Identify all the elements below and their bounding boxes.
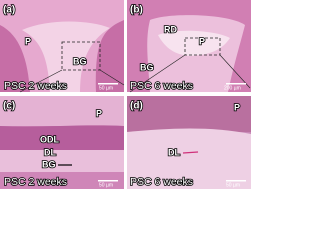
scale-bar-label: 50 µm [99,85,113,91]
region-label: BG [140,62,154,72]
region-label: DL [44,147,56,157]
panel-letter: (a) [3,5,15,16]
caption: PSC 2 weeks [4,176,67,188]
scale-bar-label: 200 µm [224,85,241,91]
figure: (a) P BG PSC 2 weeks 50 µm (b) RD P BG P… [0,0,251,189]
caption: PSC 6 weeks [130,176,193,188]
panel-letter: (d) [130,101,143,112]
panel-a [0,0,125,93]
region-label: P [199,36,205,46]
scale-bar-label: 50 µm [99,182,113,188]
region-label: DL [168,147,180,157]
region-label: BG [42,159,56,169]
scale-bar-label: 50 µm [226,182,240,188]
region-label: BG [73,56,87,66]
page: {"panels":[ {"letter":"(a)","caption":"P… [0,0,251,189]
caption: PSC 6 weeks [130,80,193,92]
panel-c [0,96,124,189]
region-label: RD [164,24,177,34]
region-label: P [234,102,240,112]
caption: PSC 2 weeks [4,80,67,92]
panel-b [127,0,251,93]
panel-d [127,96,251,189]
region-label: P [96,108,102,118]
region-label: ODL [40,134,60,144]
panel-letter: (b) [130,5,143,16]
region-label: P [25,36,31,46]
panel-letter: (c) [3,101,15,112]
